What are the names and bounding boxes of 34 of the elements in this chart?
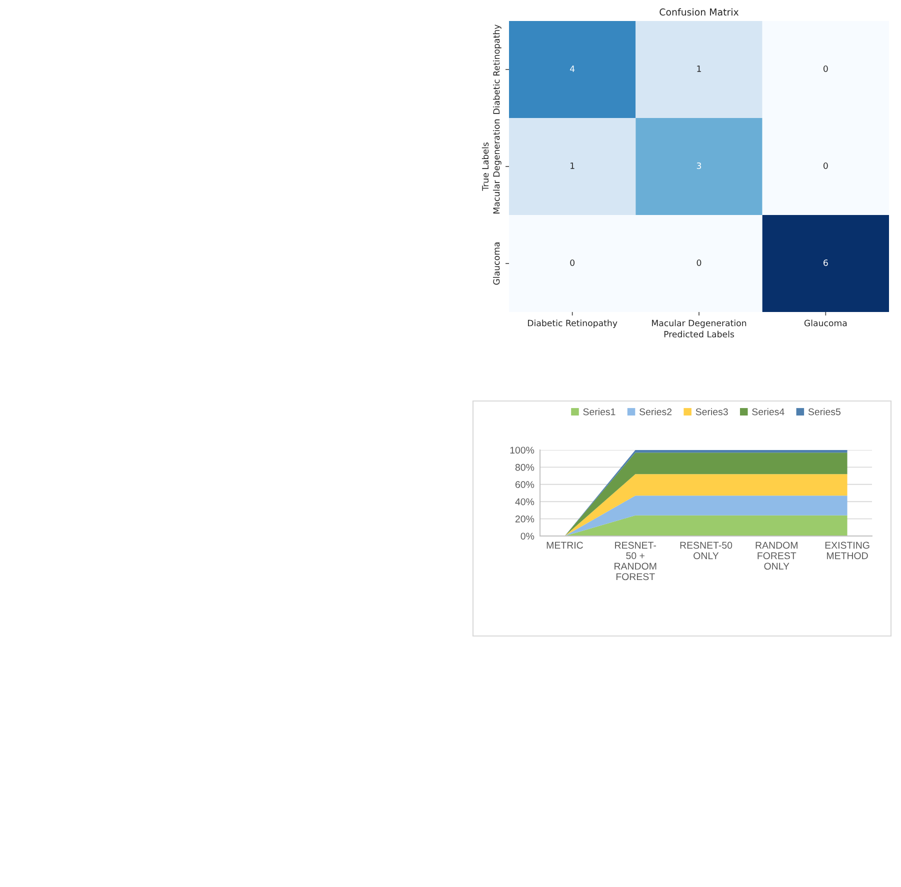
y-tick-label: 100%: [510, 446, 534, 454]
data-label: 6: [824, 259, 828, 266]
data-label: 0: [823, 65, 828, 72]
data-label: 3: [696, 162, 702, 169]
y-tick-label: 80%: [515, 464, 534, 471]
y-tick-label: 0%: [520, 532, 534, 540]
x-tick-label: Glaucoma: [804, 320, 847, 326]
y-tick-label: Macular Degeneration: [493, 119, 502, 214]
y-tick-label: Diabetic Retinopathy: [493, 24, 502, 114]
y-axis-title: True Labels: [482, 142, 489, 191]
y-tick-label: 20%: [515, 516, 534, 522]
x-tick-label: METRIC: [546, 542, 583, 549]
x-tick-label: Macular Degeneration: [652, 320, 746, 328]
y-tick-label: Glaucoma: [493, 242, 500, 285]
legend-label: Series4: [752, 408, 784, 416]
data-label: 4: [570, 66, 575, 72]
data-label: 1: [697, 66, 701, 72]
data-label: 0: [823, 162, 828, 169]
data-label: 0: [696, 259, 702, 266]
chart-title: Confusion Matrix: [660, 8, 739, 16]
x-tick-label: EXISTING METHOD: [825, 542, 870, 560]
legend-label: Series5: [808, 408, 840, 416]
x-tick-label: Diabetic Retinopathy: [528, 320, 618, 328]
data-label: 1: [570, 162, 574, 169]
y-tick-label: 60%: [515, 481, 534, 488]
legend-label: Series2: [640, 408, 672, 416]
y-tick-label: 40%: [515, 498, 534, 506]
x-tick-label: RESNET-50 ONLY: [680, 542, 732, 560]
data-label: 0: [570, 259, 574, 266]
x-tick-label: RANDOM FOREST ONLY: [756, 542, 798, 570]
legend-label: Series1: [583, 408, 616, 416]
x-tick-label: RESNET- 50 + RANDOM FOREST: [614, 542, 656, 580]
legend-label: Series3: [696, 408, 728, 416]
x-axis-title: Predicted Labels: [664, 330, 734, 338]
